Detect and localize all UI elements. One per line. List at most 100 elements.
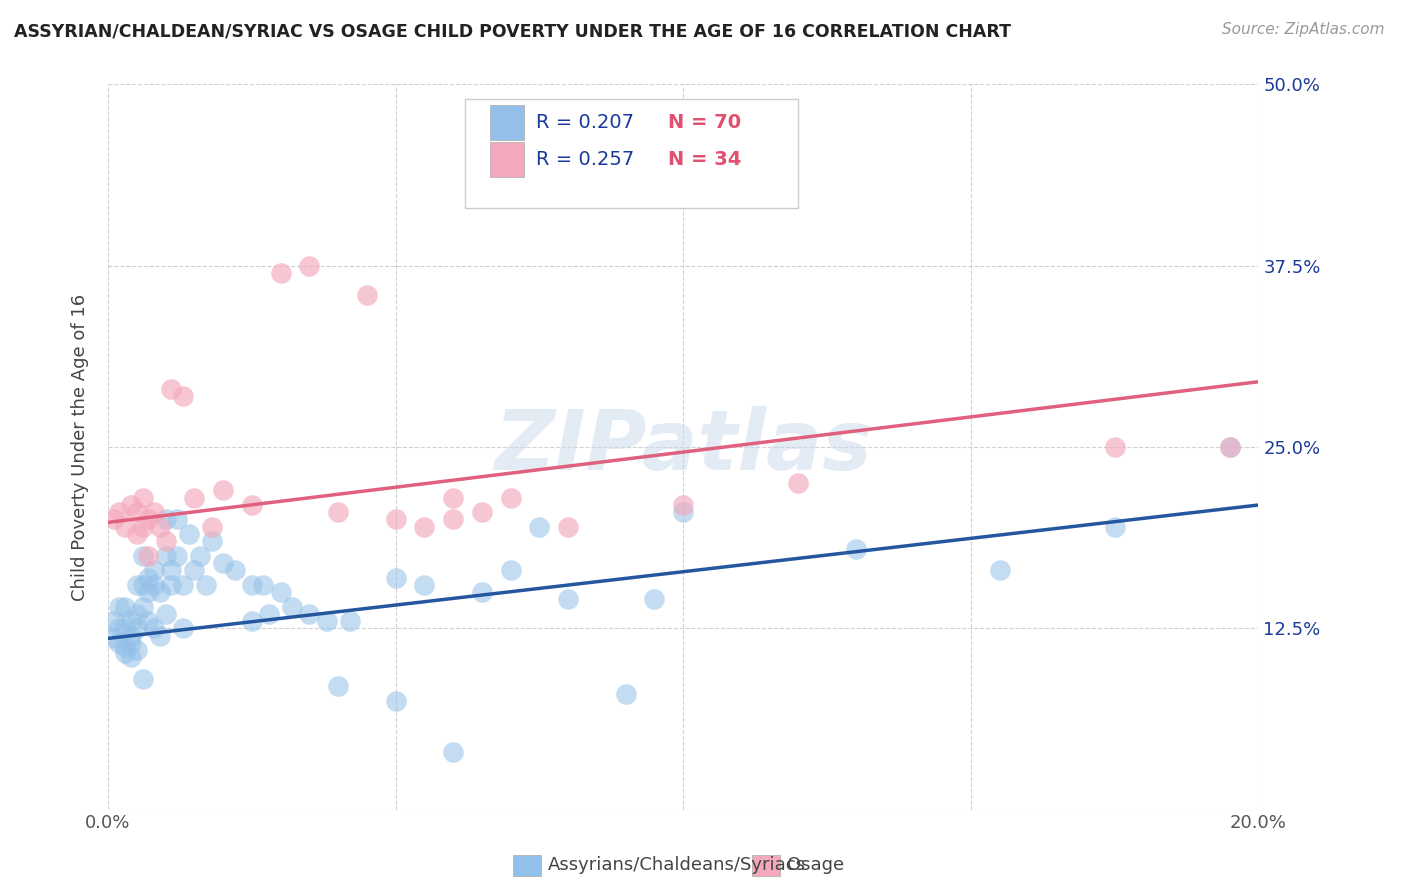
Point	[155, 607, 177, 621]
Point	[155, 549, 177, 563]
Point	[103, 632, 125, 646]
Point	[114, 646, 136, 660]
Point	[108, 621, 131, 635]
Point	[252, 578, 274, 592]
Point	[125, 607, 148, 621]
Point	[499, 563, 522, 577]
Point	[114, 520, 136, 534]
Point	[120, 650, 142, 665]
Point	[326, 679, 349, 693]
Point	[125, 527, 148, 541]
Point	[120, 636, 142, 650]
Point	[356, 287, 378, 301]
Point	[136, 585, 159, 599]
Point	[194, 578, 217, 592]
Point	[413, 578, 436, 592]
Point	[315, 614, 337, 628]
Point	[125, 578, 148, 592]
Point	[557, 592, 579, 607]
Point	[108, 505, 131, 519]
Text: Assyrians/Chaldeans/Syriacs: Assyrians/Chaldeans/Syriacs	[548, 856, 806, 874]
Point	[845, 541, 868, 556]
Point	[136, 614, 159, 628]
Point	[270, 266, 292, 280]
Point	[166, 512, 188, 526]
Point	[131, 520, 153, 534]
Point	[298, 607, 321, 621]
FancyBboxPatch shape	[489, 143, 524, 178]
Text: ASSYRIAN/CHALDEAN/SYRIAC VS OSAGE CHILD POVERTY UNDER THE AGE OF 16 CORRELATION : ASSYRIAN/CHALDEAN/SYRIAC VS OSAGE CHILD …	[14, 22, 1011, 40]
Point	[471, 505, 494, 519]
Point	[172, 578, 194, 592]
Point	[108, 599, 131, 614]
Point	[183, 491, 205, 505]
Point	[160, 382, 183, 396]
Point	[120, 614, 142, 628]
Point	[188, 549, 211, 563]
Point	[160, 578, 183, 592]
Point	[643, 592, 665, 607]
Point	[257, 607, 280, 621]
Point	[672, 505, 695, 519]
Point	[1104, 520, 1126, 534]
Text: R = 0.207: R = 0.207	[536, 112, 634, 132]
Point	[529, 520, 551, 534]
Point	[441, 512, 464, 526]
Point	[103, 614, 125, 628]
Point	[108, 636, 131, 650]
Point	[270, 585, 292, 599]
Point	[339, 614, 361, 628]
Point	[114, 621, 136, 635]
Point	[155, 512, 177, 526]
Point	[125, 621, 148, 635]
Point	[143, 621, 166, 635]
Y-axis label: Child Poverty Under the Age of 16: Child Poverty Under the Age of 16	[72, 293, 89, 600]
Point	[131, 549, 153, 563]
Point	[1219, 440, 1241, 454]
Point	[166, 549, 188, 563]
Point	[298, 259, 321, 273]
Point	[183, 563, 205, 577]
Point	[120, 628, 142, 642]
Point	[413, 520, 436, 534]
Point	[212, 483, 235, 498]
Point	[120, 498, 142, 512]
Point	[136, 512, 159, 526]
Point	[499, 491, 522, 505]
Point	[224, 563, 246, 577]
Point	[125, 643, 148, 657]
Point	[155, 534, 177, 549]
Point	[131, 599, 153, 614]
Point	[384, 694, 406, 708]
Point	[326, 505, 349, 519]
Point	[125, 505, 148, 519]
Point	[143, 563, 166, 577]
Point	[787, 476, 810, 491]
Point	[172, 389, 194, 403]
Point	[103, 512, 125, 526]
Point	[614, 686, 637, 700]
Point	[172, 621, 194, 635]
Text: R = 0.257: R = 0.257	[536, 151, 634, 169]
Point	[240, 578, 263, 592]
Point	[200, 520, 222, 534]
Point	[212, 556, 235, 570]
Point	[149, 585, 172, 599]
Point	[114, 599, 136, 614]
FancyBboxPatch shape	[489, 104, 524, 139]
Point	[131, 491, 153, 505]
Text: Source: ZipAtlas.com: Source: ZipAtlas.com	[1222, 22, 1385, 37]
Point	[471, 585, 494, 599]
Point	[1219, 440, 1241, 454]
Point	[240, 498, 263, 512]
Point	[131, 672, 153, 686]
Point	[672, 498, 695, 512]
Text: N = 70: N = 70	[668, 112, 741, 132]
Point	[1104, 440, 1126, 454]
Text: N = 34: N = 34	[668, 151, 741, 169]
Point	[160, 563, 183, 577]
Point	[131, 578, 153, 592]
Point	[177, 527, 200, 541]
Point	[149, 628, 172, 642]
Text: Osage: Osage	[787, 856, 845, 874]
